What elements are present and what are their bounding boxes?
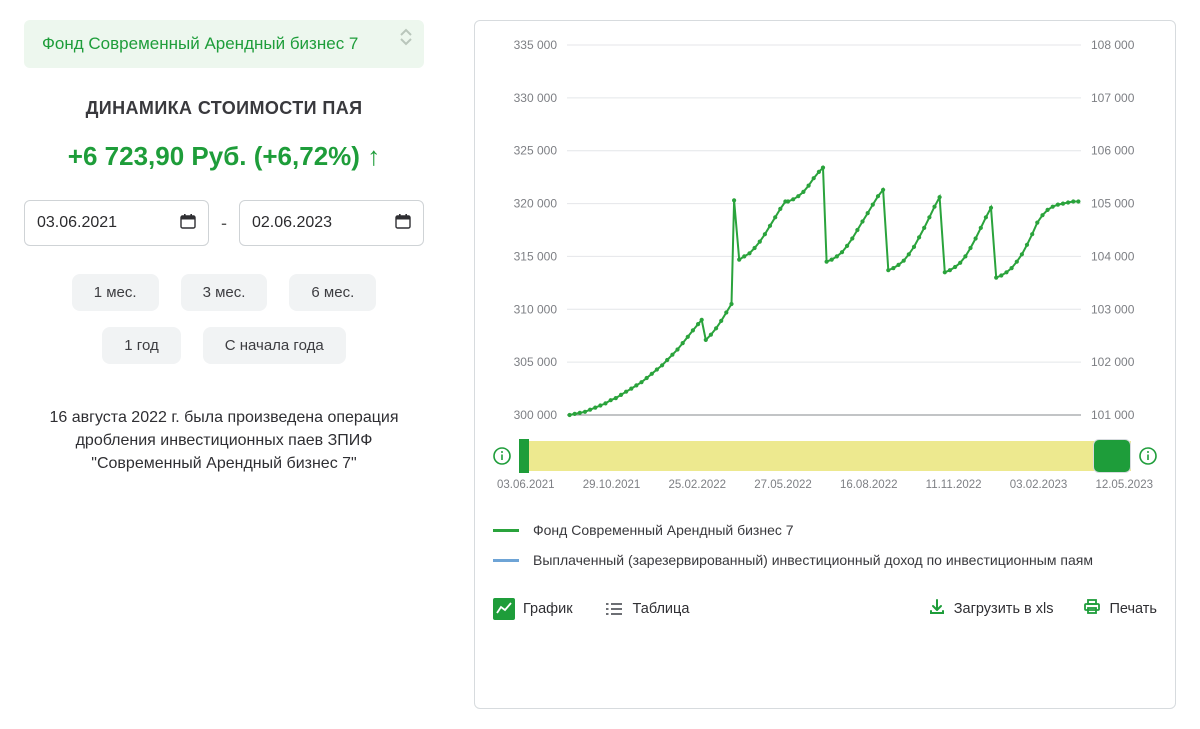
- download-xls-button[interactable]: Загрузить в xls: [928, 598, 1054, 620]
- view-chart-label: График: [523, 601, 573, 617]
- view-table-button[interactable]: Таблица: [603, 598, 690, 620]
- legend-swatch: [493, 559, 519, 562]
- svg-text:320 000: 320 000: [514, 197, 558, 211]
- chart-icon: [493, 598, 515, 620]
- svg-text:107 000: 107 000: [1091, 91, 1135, 105]
- price-change-value: +6 723,90 Руб. (+6,72%): [68, 141, 360, 171]
- svg-text:103 000: 103 000: [1091, 302, 1135, 316]
- print-icon: [1083, 598, 1101, 620]
- info-icon[interactable]: [1139, 447, 1157, 465]
- chart-legend: Фонд Современный Арендный бизнес 7 Выплач…: [493, 521, 1157, 580]
- download-icon: [928, 598, 946, 620]
- svg-text:104 000: 104 000: [1091, 249, 1135, 263]
- svg-text:300 000: 300 000: [514, 408, 558, 422]
- x-tick-label: 27.05.2022: [754, 479, 812, 491]
- x-tick-label: 12.05.2023: [1095, 479, 1153, 491]
- time-range-slider[interactable]: [519, 441, 1131, 471]
- date-from-value: 03.06.2021: [37, 214, 117, 232]
- svg-text:305 000: 305 000: [514, 355, 558, 369]
- date-range-separator: -: [221, 213, 227, 234]
- fund-select[interactable]: Фонд Современный Арендный бизнес 7: [24, 20, 424, 68]
- x-tick-label: 03.06.2021: [497, 479, 555, 491]
- calendar-icon: [180, 213, 196, 234]
- svg-text:108 000: 108 000: [1091, 38, 1135, 52]
- section-title: ДИНАМИКА СТОИМОСТИ ПАЯ: [24, 98, 424, 119]
- x-tick-label: 29.10.2021: [583, 479, 641, 491]
- download-label: Загрузить в xls: [954, 601, 1054, 617]
- svg-text:325 000: 325 000: [514, 144, 558, 158]
- fund-select-label: Фонд Современный Арендный бизнес 7: [42, 34, 358, 53]
- legend-item-0: Фонд Современный Арендный бизнес 7: [493, 521, 1157, 541]
- preset-2[interactable]: 6 мес.: [289, 274, 376, 311]
- date-from-input[interactable]: 03.06.2021: [24, 200, 209, 246]
- svg-text:101 000: 101 000: [1091, 408, 1135, 422]
- price-change: +6 723,90 Руб. (+6,72%) ↑: [24, 141, 424, 172]
- view-chart-button[interactable]: График: [493, 598, 573, 620]
- svg-text:335 000: 335 000: [514, 38, 558, 52]
- preset-1[interactable]: 3 мес.: [181, 274, 268, 311]
- legend-label: Фонд Современный Арендный бизнес 7: [533, 521, 794, 541]
- print-button[interactable]: Печать: [1083, 598, 1157, 620]
- arrow-up-icon: ↑: [367, 141, 380, 171]
- svg-text:105 000: 105 000: [1091, 197, 1135, 211]
- svg-text:106 000: 106 000: [1091, 144, 1135, 158]
- x-tick-label: 16.08.2022: [840, 479, 898, 491]
- x-tick-label: 25.02.2022: [668, 479, 726, 491]
- legend-item-1: Выплаченный (зарезервированный) инвестиц…: [493, 551, 1157, 571]
- date-presets: 1 мес. 3 мес. 6 мес. 1 год С начала года: [24, 274, 424, 364]
- legend-swatch: [493, 529, 519, 532]
- svg-text:102 000: 102 000: [1091, 355, 1135, 369]
- x-tick-label: 03.02.2023: [1010, 479, 1068, 491]
- fund-select-stepper-icon[interactable]: [400, 28, 412, 46]
- svg-text:330 000: 330 000: [514, 91, 558, 105]
- print-label: Печать: [1109, 601, 1157, 617]
- preset-0[interactable]: 1 мес.: [72, 274, 159, 311]
- legend-label: Выплаченный (зарезервированный) инвестиц…: [533, 551, 1093, 571]
- table-icon: [603, 598, 625, 620]
- calendar-icon: [395, 213, 411, 234]
- preset-3[interactable]: 1 год: [102, 327, 180, 364]
- svg-text:310 000: 310 000: [514, 302, 558, 316]
- view-table-label: Таблица: [633, 601, 690, 617]
- x-axis-labels: 03.06.2021 29.10.2021 25.02.2022 27.05.2022…: [493, 479, 1157, 491]
- price-chart: 300 000 101 000 305 000 102 000 310 000 103 0…: [493, 35, 1157, 435]
- range-handle-right[interactable]: [1093, 439, 1131, 473]
- range-handle-left[interactable]: [519, 439, 529, 473]
- info-icon[interactable]: [493, 447, 511, 465]
- date-to-value: 02.06.2023: [252, 214, 332, 232]
- svg-text:315 000: 315 000: [514, 249, 558, 263]
- footnote: 16 августа 2022 г. была произведена опер…: [24, 406, 424, 476]
- preset-4[interactable]: С начала года: [203, 327, 346, 364]
- date-to-input[interactable]: 02.06.2023: [239, 200, 424, 246]
- x-tick-label: 11.11.2022: [926, 479, 982, 491]
